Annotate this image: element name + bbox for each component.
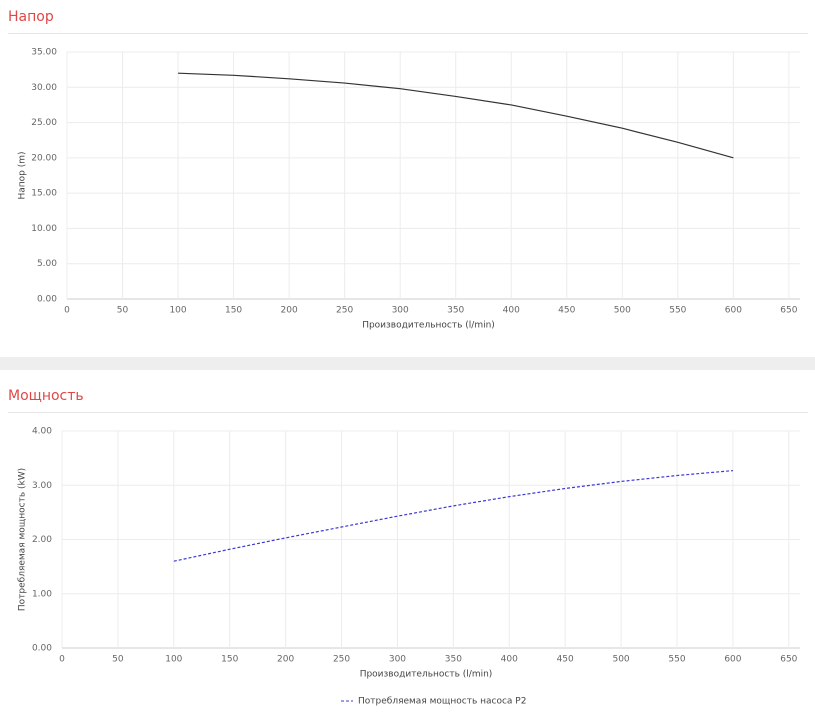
y-tick-label: 1.00: [32, 589, 52, 599]
y-tick-label: 0.00: [37, 295, 57, 305]
x-tick-label: 500: [614, 306, 631, 316]
y-tick-label: 10.00: [31, 224, 57, 234]
x-axis-label: Производительность (l/min): [362, 321, 495, 331]
x-tick-label: 450: [558, 306, 575, 316]
x-tick-label: 450: [557, 655, 574, 665]
x-tick-label: 650: [780, 655, 797, 665]
y-tick-label: 20.00: [31, 153, 57, 163]
x-tick-label: 100: [165, 655, 182, 665]
y-tick-label: 5.00: [37, 259, 57, 269]
y-tick-label: 0.00: [32, 644, 52, 654]
y-tick-label: 2.00: [32, 535, 52, 545]
x-tick-label: 500: [612, 655, 629, 665]
y-tick-label: 4.00: [32, 427, 52, 437]
x-tick-label: 200: [281, 306, 298, 316]
x-tick-label: 150: [225, 306, 242, 316]
x-tick-label: 100: [169, 306, 186, 316]
x-tick-label: 650: [780, 306, 797, 316]
x-tick-label: 0: [64, 306, 70, 316]
x-tick-label: 400: [503, 306, 520, 316]
x-tick-label: 50: [117, 306, 129, 316]
y-axis-label: Потребляемая мощность (kW): [18, 468, 28, 611]
x-tick-label: 400: [501, 655, 518, 665]
x-tick-label: 600: [725, 306, 742, 316]
x-tick-label: 0: [59, 655, 65, 665]
x-tick-label: 50: [112, 655, 124, 665]
panel-title: Мощность: [8, 388, 84, 404]
y-tick-label: 25.00: [31, 118, 57, 128]
x-tick-label: 250: [333, 655, 350, 665]
x-tick-label: 350: [447, 306, 464, 316]
legend-label: Потребляемая мощность насоса P2: [358, 697, 526, 707]
y-tick-label: 30.00: [31, 83, 57, 93]
x-tick-label: 350: [445, 655, 462, 665]
x-tick-label: 150: [221, 655, 238, 665]
data-line: [178, 72, 734, 159]
x-tick-label: 250: [336, 306, 353, 316]
x-tick-label: 550: [669, 306, 686, 316]
data-line: [173, 470, 733, 562]
panel-title: Напор: [8, 9, 54, 25]
x-axis-label: Производительность (l/min): [360, 670, 493, 680]
y-tick-label: 15.00: [31, 189, 57, 199]
y-axis-label: Напор (m): [18, 151, 28, 199]
x-tick-label: 300: [392, 306, 409, 316]
x-tick-label: 550: [668, 655, 685, 665]
divider: [0, 357, 815, 370]
x-tick-label: 600: [724, 655, 741, 665]
x-tick-label: 200: [277, 655, 294, 665]
x-tick-label: 300: [389, 655, 406, 665]
y-tick-label: 35.00: [31, 48, 57, 58]
y-tick-label: 3.00: [32, 481, 52, 491]
